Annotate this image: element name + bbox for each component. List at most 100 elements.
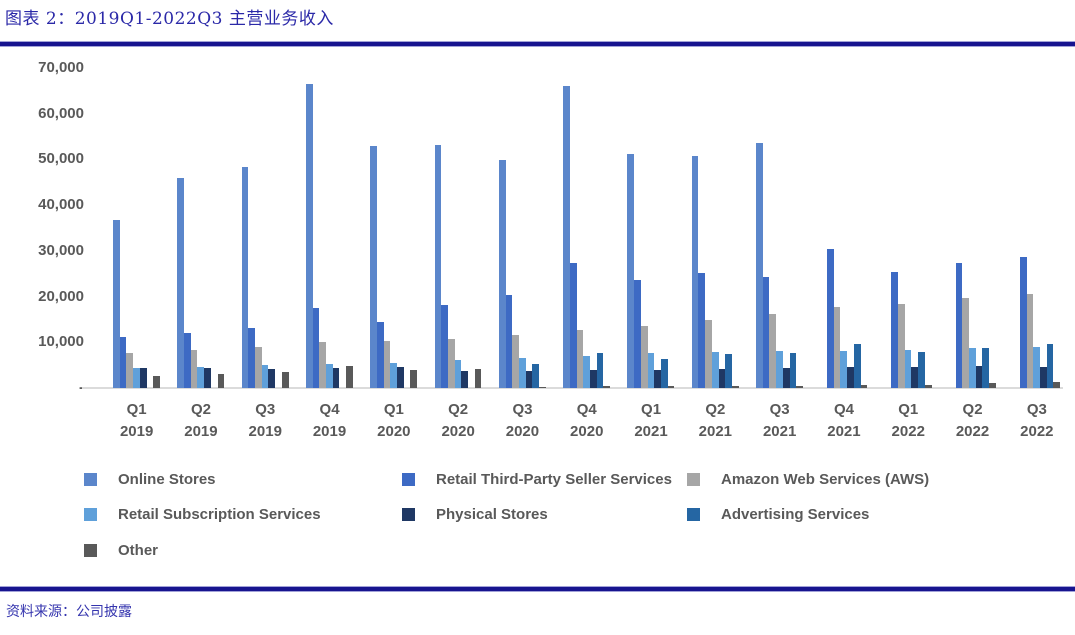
x-tick-label: Q2 2020: [441, 401, 475, 440]
bar: [332, 368, 340, 388]
bar: [474, 369, 482, 388]
x-tick-label: Q2 2021: [698, 401, 733, 440]
legend-color-swatch: [402, 508, 415, 521]
top-divider: [0, 41, 1075, 47]
bar: [326, 364, 333, 388]
bar: [184, 333, 191, 388]
legend-label: Advertising Services: [721, 506, 870, 523]
y-tick-label: 40,000: [38, 196, 84, 214]
bar: [153, 376, 160, 388]
bar: [305, 84, 313, 388]
x-tick-label: Q2 2019: [184, 401, 218, 440]
bar: [840, 351, 848, 388]
bar: [190, 350, 198, 388]
legend-label: Physical Stores: [436, 506, 548, 523]
bar: [955, 263, 963, 388]
bar: [634, 280, 641, 388]
legend-item-advertising-services: Advertising Services: [687, 506, 869, 523]
bar: [583, 356, 590, 388]
bar: [647, 353, 655, 388]
legend-color-swatch: [84, 544, 97, 557]
bar: [904, 350, 912, 388]
x-tick-label: Q3 2022: [1020, 401, 1054, 440]
bar: [627, 154, 635, 388]
bar: [853, 344, 861, 388]
bar: [390, 363, 398, 388]
bar: [660, 359, 668, 388]
legend-item-amazon-web-services-aws: Amazon Web Services (AWS): [687, 471, 929, 488]
x-tick-label: Q4 2019: [312, 401, 347, 440]
bar: [596, 353, 604, 388]
source-note: 资料来源：公司披露: [6, 604, 132, 620]
legend-item-retail-third-party-seller-services: Retail Third-Party Seller Services: [402, 471, 672, 488]
bar: [261, 365, 269, 388]
y-tick-label: -: [2, 379, 84, 396]
bar: [776, 351, 783, 388]
bar: [133, 368, 140, 388]
bar: [1033, 347, 1041, 388]
bar: [113, 220, 120, 388]
bar: [860, 385, 868, 388]
legend-item-online-stores: Online Stores: [84, 471, 216, 488]
bar: [461, 371, 469, 388]
x-tick-label: Q3 2020: [505, 401, 540, 440]
bar: [119, 337, 127, 388]
bar: [891, 272, 898, 388]
bar: [782, 368, 790, 388]
bar: [975, 366, 983, 388]
bar: [532, 364, 540, 388]
x-tick-label: Q4 2020: [570, 401, 604, 440]
y-tick-label: 60,000: [38, 104, 84, 122]
bar: [918, 352, 925, 388]
legend-item-other: Other: [84, 542, 158, 559]
bar: [762, 277, 770, 388]
bar: [376, 322, 384, 388]
bar: [498, 160, 506, 388]
bar: [383, 341, 391, 388]
legend-item-retail-subscription-services: Retail Subscription Services: [84, 506, 321, 523]
bar: [705, 320, 712, 388]
bar: [847, 367, 854, 388]
bar: [589, 370, 597, 388]
x-tick-label: Q1 2021: [634, 401, 668, 440]
bar: [667, 386, 675, 388]
bar: [346, 366, 353, 388]
bar: [924, 385, 932, 388]
bar: [989, 383, 996, 388]
bar: [1053, 382, 1061, 388]
bar: [654, 370, 661, 388]
bar: [769, 314, 777, 388]
bar: [518, 358, 526, 388]
bar: [512, 335, 519, 388]
x-tick-label: Q4 2021: [827, 401, 861, 440]
bar: [833, 307, 841, 388]
bar: [711, 352, 719, 388]
bar: [241, 167, 249, 388]
x-tick-label: Q1 2022: [891, 401, 925, 440]
x-tick-label: Q2 2022: [955, 401, 990, 440]
bar: [731, 386, 739, 388]
bar: [725, 354, 732, 388]
bar: [691, 156, 699, 388]
legend-color-swatch: [687, 508, 700, 521]
bar: [268, 369, 276, 388]
bar: [539, 387, 546, 388]
bar: [911, 367, 919, 388]
bar: [756, 143, 763, 388]
bar: [319, 342, 327, 388]
bar: [962, 298, 970, 388]
x-tick-label: Q3 2021: [762, 401, 797, 440]
legend-label: Retail Subscription Services: [118, 506, 321, 523]
y-tick-label: 20,000: [38, 287, 84, 305]
x-tick-label: Q3 2019: [248, 401, 282, 440]
bar: [197, 367, 205, 388]
x-tick-label: Q1 2020: [377, 401, 411, 440]
y-tick-label: 30,000: [38, 241, 84, 259]
bar: [434, 145, 442, 388]
legend-color-swatch: [402, 473, 415, 486]
y-tick-label: 70,000: [38, 59, 84, 76]
y-tick-label: 10,000: [38, 333, 84, 351]
legend-label: Other: [118, 542, 159, 559]
bar: [827, 249, 834, 388]
